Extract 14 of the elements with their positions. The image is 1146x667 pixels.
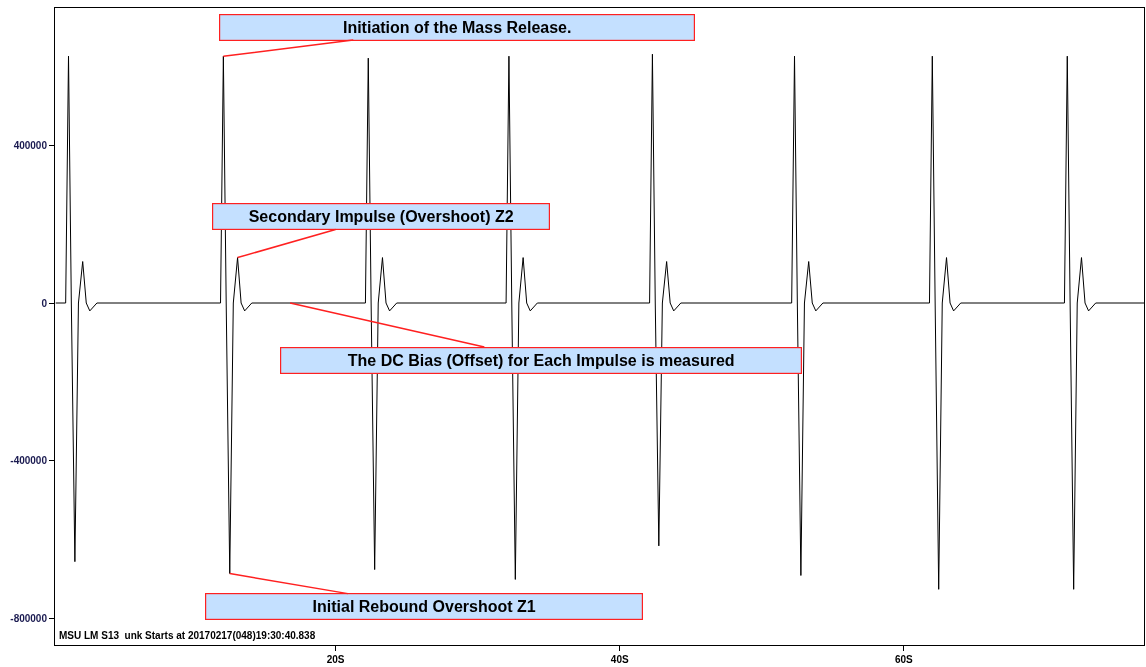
annotation: The DC Bias (Offset) for Each Impulse is measured <box>347 352 735 370</box>
y-tick-label: -800000 <box>10 613 48 625</box>
y-tick-label: 0 <box>41 297 48 309</box>
callout-box: The DC Bias (Offset) for Each Impulse is measured <box>280 302 802 374</box>
x-tick-label: 60S <box>894 654 914 665</box>
y-tick-label: 400000 <box>13 139 48 151</box>
annotation: Initiation of the Mass Release. <box>342 19 572 37</box>
annotation: MSU LM S13 unk Starts at 20170217(048)19:30:40.838 <box>59 630 316 641</box>
callout-box: Secondary Impulse (Overshoot) Z2 <box>212 203 550 259</box>
x-tick-label: 40S <box>610 654 629 665</box>
annotation: Secondary Impulse (Overshoot) Z2 <box>248 208 514 226</box>
annotation: Initial Rebound Overshoot Z1 <box>312 598 536 616</box>
x-tick-label: 20S <box>326 654 345 665</box>
y-tick-label: -400000 <box>10 455 48 467</box>
